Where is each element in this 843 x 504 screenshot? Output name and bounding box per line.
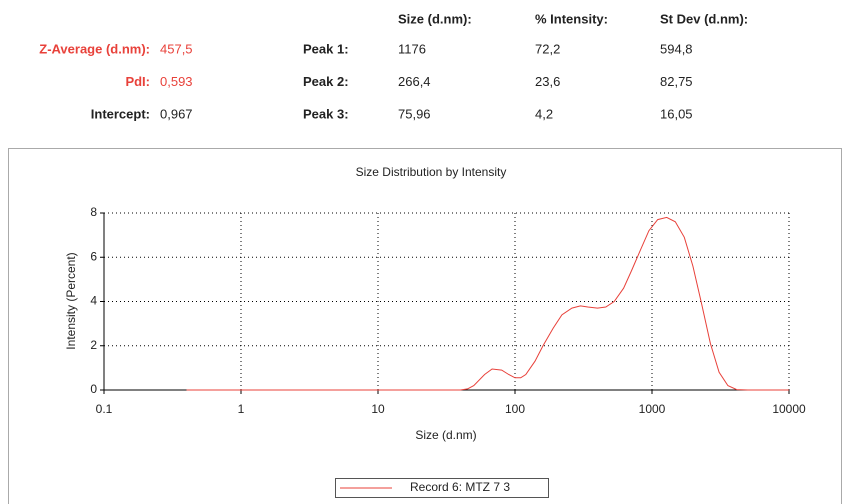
peak-value: 82,75	[660, 74, 693, 89]
x-tick-label: 1	[238, 402, 245, 416]
peak-value: 75,96	[398, 106, 431, 121]
column-header: % Intensity:	[535, 11, 608, 26]
peak-value: 23,6	[535, 74, 560, 89]
stat-value: 0,967	[160, 106, 193, 121]
y-tick-label: 0	[90, 382, 97, 396]
stat-value: 457,5	[160, 41, 193, 56]
x-axis-label: Size (d.nm)	[415, 428, 476, 442]
y-tick-label: 8	[90, 205, 97, 219]
chart-panel	[8, 148, 842, 504]
y-tick-label: 6	[90, 249, 97, 263]
legend-label: Record 6: MTZ 7 3	[410, 480, 510, 494]
column-header: Size (d.nm):	[398, 11, 472, 26]
peak-label: Peak 3:	[303, 106, 349, 121]
peak-label: Peak 1:	[303, 41, 349, 56]
peak-value: 1176	[398, 41, 426, 56]
x-tick-label: 10000	[772, 402, 806, 416]
y-tick-label: 2	[90, 338, 97, 352]
x-tick-label: 0.1	[96, 402, 113, 416]
stat-label: PdI:	[125, 74, 150, 89]
column-header: St Dev (d.nm):	[660, 11, 748, 26]
x-tick-label: 100	[505, 402, 525, 416]
data-line	[186, 216, 789, 391]
y-axis-label: Intensity (Percent)	[64, 252, 78, 349]
peak-value: 594,8	[660, 41, 693, 56]
peak-value: 266,4	[398, 74, 431, 89]
peak-label: Peak 2:	[303, 74, 349, 89]
legend-box	[335, 478, 549, 498]
y-tick-label: 4	[90, 294, 97, 308]
peak-value: 72,2	[535, 41, 560, 56]
stat-label: Intercept:	[91, 106, 150, 121]
chart-title: Size Distribution by Intensity	[356, 165, 507, 179]
stat-label: Z-Average (d.nm):	[39, 41, 150, 56]
stat-value: 0,593	[160, 74, 193, 89]
x-tick-label: 10	[371, 402, 385, 416]
peak-value: 4,2	[535, 106, 553, 121]
x-tick-label: 1000	[639, 402, 666, 416]
peak-value: 16,05	[660, 106, 693, 121]
